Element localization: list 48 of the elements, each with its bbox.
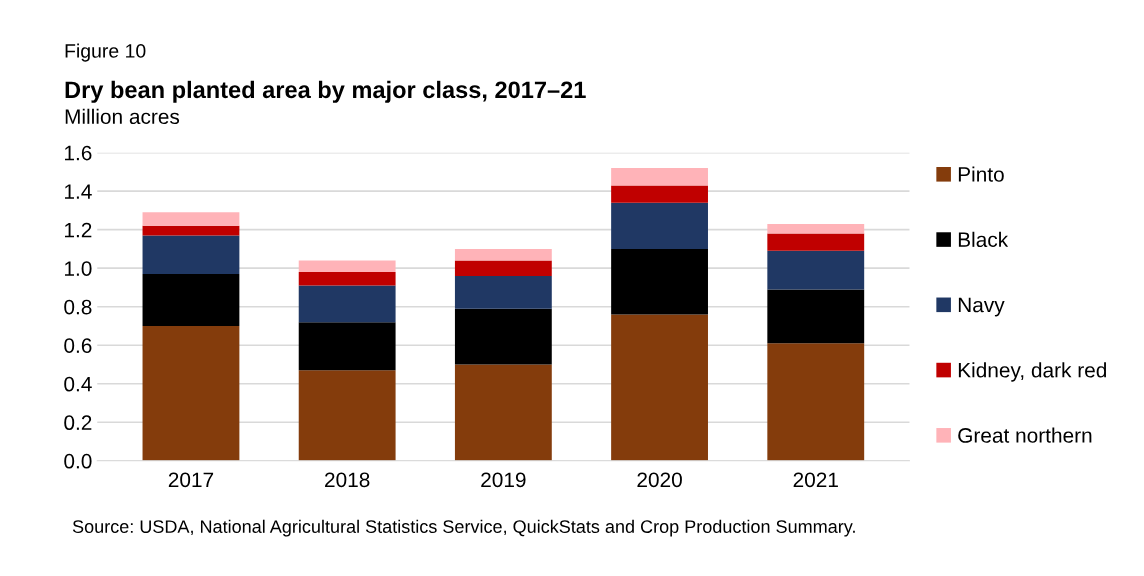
bar — [611, 185, 708, 203]
bar — [767, 233, 865, 251]
x-tick-label: 2018 — [325, 472, 370, 488]
x-tick-label: 2019 — [481, 472, 526, 488]
bar — [298, 272, 396, 286]
legend-label: Navy — [958, 297, 1005, 317]
y-tick-label: 0.4 — [64, 376, 92, 392]
legend-label: Kidney, dark red — [958, 362, 1107, 382]
y-axis-title: Million acres — [65, 108, 180, 125]
bar — [767, 223, 865, 234]
bar — [767, 250, 865, 290]
bar — [454, 308, 552, 365]
bar — [454, 248, 552, 261]
legend-label: Great northern — [958, 427, 1092, 443]
bar — [611, 168, 708, 186]
bar — [611, 314, 708, 461]
y-tick-label: 1.0 — [65, 261, 92, 276]
x-tick-label: 2017 — [168, 472, 214, 488]
bar — [767, 343, 865, 461]
bar — [454, 364, 552, 461]
y-tick-label: 1.4 — [65, 184, 92, 199]
bar — [611, 248, 708, 315]
bar — [142, 325, 240, 461]
bar — [298, 285, 396, 323]
y-tick-label: 0.2 — [64, 415, 92, 431]
bar — [142, 225, 240, 236]
bar — [454, 260, 552, 276]
bar — [298, 370, 396, 461]
bar — [611, 202, 708, 249]
source-note: Source: USDA, National Agricultural Statistics Service, QuickStats and Crop Production Summary. — [72, 519, 855, 537]
bar — [298, 322, 396, 371]
bar — [142, 273, 240, 326]
y-tick-label: 0.8 — [64, 299, 92, 315]
bar — [454, 275, 552, 309]
caption: Figure 10 — [65, 43, 146, 62]
y-tick-label: 1.6 — [65, 145, 92, 161]
x-tick-label: 2020 — [637, 472, 682, 488]
bar — [767, 289, 865, 344]
chart-title: Dry bean planted area by major class, 2017–21 — [65, 80, 586, 103]
x-tick-label: 2021 — [793, 472, 838, 488]
y-tick-label: 1.2 — [65, 222, 92, 238]
legend-label: Black — [958, 231, 1009, 248]
y-tick-label: 0.0 — [64, 453, 92, 469]
bar — [142, 212, 240, 226]
bar — [298, 260, 396, 273]
bar — [142, 235, 240, 274]
legend-label: Pinto — [958, 166, 1004, 182]
y-tick-label: 0.6 — [64, 338, 92, 353]
